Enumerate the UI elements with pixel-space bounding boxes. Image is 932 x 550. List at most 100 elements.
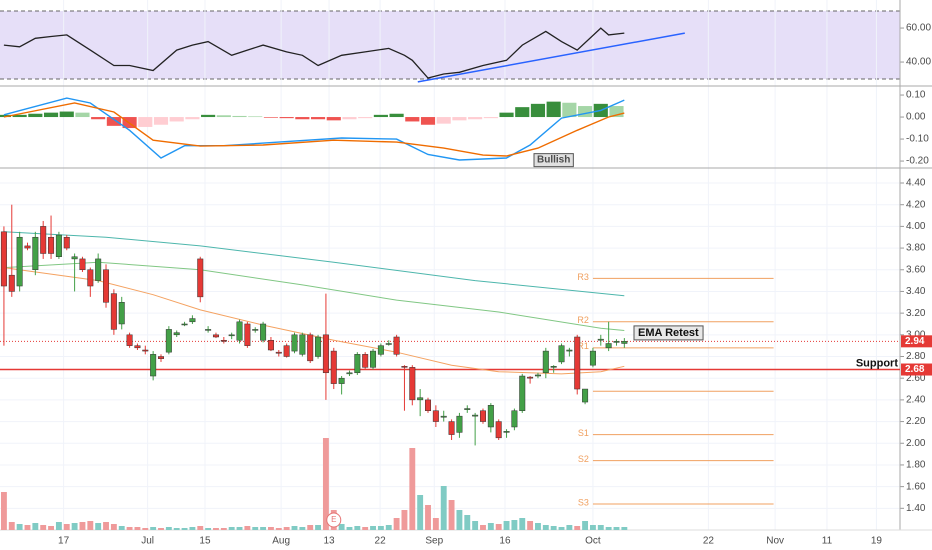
volume-bar — [213, 528, 219, 530]
macd-bar — [310, 117, 326, 120]
macd-bar — [75, 112, 90, 118]
candle-body — [589, 350, 596, 366]
volume-bar — [582, 521, 589, 530]
volume-bar — [613, 527, 620, 530]
volume-bar — [432, 518, 439, 530]
pivot-label: S1 — [578, 428, 589, 438]
candle-body — [605, 343, 612, 349]
y-tick-label: 3.80 — [906, 243, 926, 254]
candle-body — [220, 339, 227, 342]
candle-body — [40, 226, 47, 254]
volume-bar — [362, 527, 369, 530]
volume-bar — [71, 523, 78, 530]
candle-body — [48, 236, 55, 254]
candle-body — [205, 329, 212, 331]
volume-bar — [197, 526, 204, 530]
candle-body — [597, 338, 604, 341]
volume-bar — [103, 522, 109, 530]
candle-body — [8, 274, 15, 292]
volume-bar — [228, 527, 235, 530]
candle-body — [472, 414, 479, 417]
candle-body — [110, 293, 117, 330]
volume-bar — [299, 527, 306, 530]
volume-bar — [173, 528, 180, 530]
candle-body — [425, 399, 432, 411]
volume-bar — [605, 527, 612, 530]
pivot-label: S3 — [578, 497, 589, 507]
volume-bar — [487, 523, 494, 530]
price-tag-label: 2.94 — [905, 336, 925, 347]
candle-body — [582, 388, 589, 403]
macd-bar — [420, 117, 436, 125]
macd-bar — [106, 117, 121, 126]
y-tick-label: 4.20 — [906, 199, 926, 210]
volume-bar — [377, 526, 384, 530]
candle-body — [87, 269, 94, 287]
candle-body — [519, 375, 526, 411]
volume-bar — [189, 527, 196, 530]
volume-bar — [8, 522, 15, 530]
volume-bar — [181, 528, 188, 530]
candle-body — [370, 350, 377, 368]
candle-body — [534, 374, 541, 377]
annotation: Bullish — [537, 155, 570, 166]
volume-bar — [409, 448, 416, 530]
macd-bar — [169, 117, 184, 122]
volume-bar — [527, 521, 534, 530]
candle-body — [71, 256, 78, 260]
candle-body — [621, 341, 628, 344]
volume-bar — [385, 525, 392, 530]
macd-bar — [28, 113, 43, 118]
volume-bar — [126, 527, 133, 530]
candle-body — [212, 334, 219, 338]
macd-bar — [59, 111, 74, 118]
candle-body — [260, 323, 267, 341]
macd-bar — [452, 117, 467, 121]
candle-body — [487, 405, 494, 428]
earnings-marker — [326, 512, 342, 528]
volume-bar — [503, 521, 510, 530]
volume-bar — [165, 527, 172, 530]
candle-body — [417, 397, 424, 401]
macd-bar — [138, 117, 153, 127]
moving-average — [3, 267, 625, 375]
volume-bar — [550, 526, 557, 530]
price-tag — [901, 335, 932, 348]
volume-bar — [79, 522, 86, 530]
candle-body — [307, 334, 314, 362]
x-tick-label: Aug — [272, 536, 290, 547]
volume-bar — [260, 527, 267, 530]
volume-bar — [401, 510, 408, 530]
candle-body — [432, 410, 439, 422]
volume-bar — [393, 518, 400, 530]
x-tick-label: 22 — [703, 536, 715, 547]
candle-body — [409, 367, 416, 401]
volume-bar — [220, 528, 227, 530]
volume-bar — [150, 527, 157, 530]
x-tick-label: 19 — [871, 536, 883, 547]
candle-body — [291, 334, 298, 352]
candle-body — [283, 345, 290, 357]
candle-body — [63, 236, 70, 249]
volume-bar — [118, 526, 125, 530]
y-tick-label: 3.40 — [906, 286, 926, 297]
volume-bar — [589, 525, 596, 530]
volume-bar — [95, 523, 102, 530]
volume-bar — [134, 527, 141, 530]
candle-body — [440, 415, 447, 418]
candle-body — [150, 354, 157, 377]
pivot-label: R1 — [577, 341, 589, 351]
volume-bar — [267, 527, 274, 530]
volume-bar — [205, 528, 212, 530]
macd-bar — [562, 102, 577, 118]
candle-body — [118, 302, 125, 325]
volume-bar — [448, 500, 455, 530]
macd-bar — [326, 117, 341, 121]
candle-body — [362, 354, 369, 368]
volume-bar — [48, 526, 54, 530]
candle-body — [377, 345, 384, 355]
y-tick-label: 3.20 — [906, 308, 926, 319]
candle-body — [503, 431, 510, 433]
macd-bar — [185, 117, 200, 120]
candle-body — [16, 236, 23, 287]
